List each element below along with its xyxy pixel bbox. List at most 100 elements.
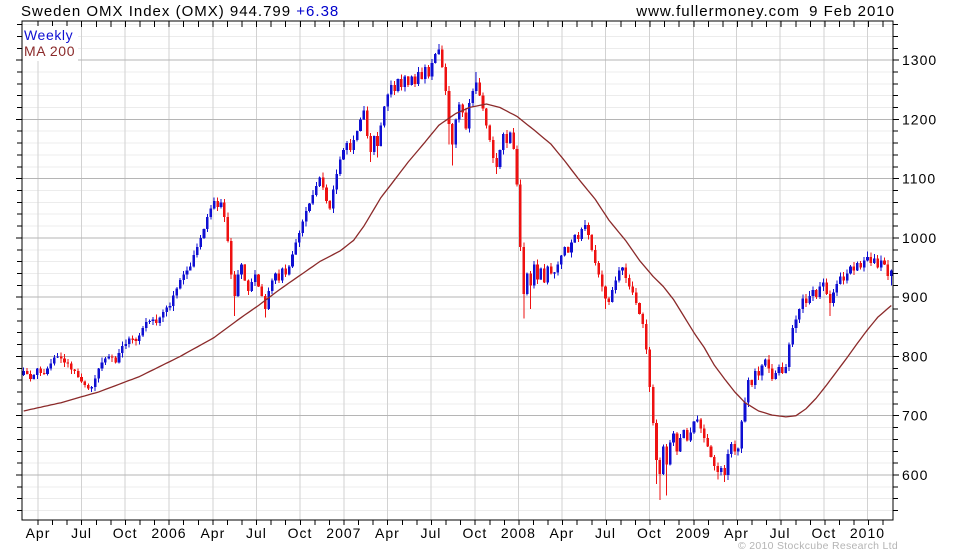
candle-body: [22, 371, 26, 375]
candle-body: [274, 273, 277, 281]
candle-body: [359, 119, 362, 132]
legend-weekly: Weekly: [24, 27, 74, 43]
candle-body: [315, 185, 318, 196]
candle-body: [879, 260, 883, 268]
candle-body: [403, 76, 407, 87]
candle-body: [53, 357, 56, 364]
y-axis-label: 1200: [902, 111, 937, 127]
candle-body: [36, 368, 39, 376]
candle-body: [672, 433, 675, 443]
candle-body: [362, 110, 366, 120]
candle-body: [522, 246, 526, 295]
candle-body: [338, 159, 342, 174]
candle-body: [593, 249, 597, 263]
candle-body: [437, 49, 441, 55]
candle-body: [689, 432, 692, 441]
candle-body: [144, 322, 148, 328]
candle-body: [559, 255, 563, 265]
candle-body: [291, 254, 294, 267]
candle-body: [651, 387, 655, 423]
candle-body: [206, 217, 209, 230]
candle-body: [202, 229, 206, 238]
candle-body: [621, 267, 624, 271]
candle-body: [25, 371, 29, 375]
candle-body: [825, 282, 828, 295]
candle-body: [76, 371, 80, 378]
candle-body: [770, 368, 774, 379]
candle-body: [743, 402, 747, 422]
candle-body: [366, 110, 369, 136]
candle-body: [587, 224, 590, 235]
candle-body: [396, 79, 400, 91]
candle-body: [328, 201, 332, 209]
candle-body: [376, 135, 379, 147]
candle-body: [757, 371, 760, 376]
candle-body: [556, 264, 560, 273]
candle-body: [781, 367, 784, 374]
candle-body: [570, 242, 573, 253]
candle-body: [257, 274, 260, 287]
candle-body: [110, 356, 114, 358]
weekly-candles: [22, 44, 893, 500]
candle-body: [668, 442, 672, 465]
candle-body: [845, 273, 849, 281]
candle-body: [645, 323, 648, 350]
candle-body: [124, 343, 128, 346]
candle-body: [277, 273, 281, 281]
candle-body: [311, 195, 315, 204]
candle-body: [229, 240, 233, 275]
candle-body: [430, 63, 434, 77]
candle-body: [212, 201, 216, 209]
x-axis-label: Jul: [71, 525, 92, 541]
candle-body: [49, 363, 53, 369]
candle-body: [454, 119, 458, 145]
candle-body: [498, 150, 502, 167]
y-axis-label: 1000: [902, 230, 937, 246]
chart-title: Sweden OMX Index (OMX) 944.799 +6.38: [21, 3, 339, 20]
y-axis-label: 1100: [902, 171, 936, 187]
candle-body: [478, 82, 481, 96]
x-axis-label: Jul: [595, 525, 616, 541]
candle-body: [767, 359, 771, 369]
candle-body: [335, 173, 339, 190]
candle-body: [750, 380, 754, 385]
candle-body: [876, 258, 879, 268]
candle-body: [604, 286, 607, 299]
candle-body: [723, 467, 726, 475]
candle-body: [706, 438, 709, 447]
candle-body: [512, 132, 515, 150]
candle-body: [692, 421, 696, 433]
candle-body: [352, 140, 356, 151]
candle-body: [451, 124, 454, 145]
candle-body: [872, 258, 876, 263]
candle-body: [294, 242, 298, 255]
candle-body: [393, 85, 396, 91]
candle-body: [495, 157, 498, 167]
x-axis-label: Jul: [770, 525, 791, 541]
candle-body: [168, 306, 172, 308]
candle-body: [699, 419, 703, 429]
candle-body: [308, 203, 311, 212]
candle-body: [573, 234, 577, 243]
candle-body: [73, 369, 77, 372]
y-axis-label: 900: [902, 289, 928, 305]
candle-body: [389, 85, 393, 95]
candle-body: [29, 374, 32, 379]
candle-body: [209, 208, 213, 218]
candle-body: [730, 444, 733, 455]
candle-body: [815, 290, 818, 298]
candle-body: [39, 368, 43, 373]
candle-body: [178, 279, 182, 289]
chart-title-main: Sweden OMX Index (OMX) 944.799: [21, 3, 292, 20]
candle-body: [59, 356, 63, 359]
candle-body: [301, 221, 304, 234]
candle-body: [818, 286, 822, 298]
candle-body: [740, 421, 743, 449]
candle-body: [679, 438, 682, 452]
candle-body: [842, 276, 845, 281]
copyright-text: © 2010 Stockcube Research Ltd: [737, 540, 898, 552]
candle-body: [134, 339, 138, 342]
candle-body: [345, 143, 349, 151]
candle-body: [372, 135, 376, 152]
candle-body: [801, 298, 805, 310]
